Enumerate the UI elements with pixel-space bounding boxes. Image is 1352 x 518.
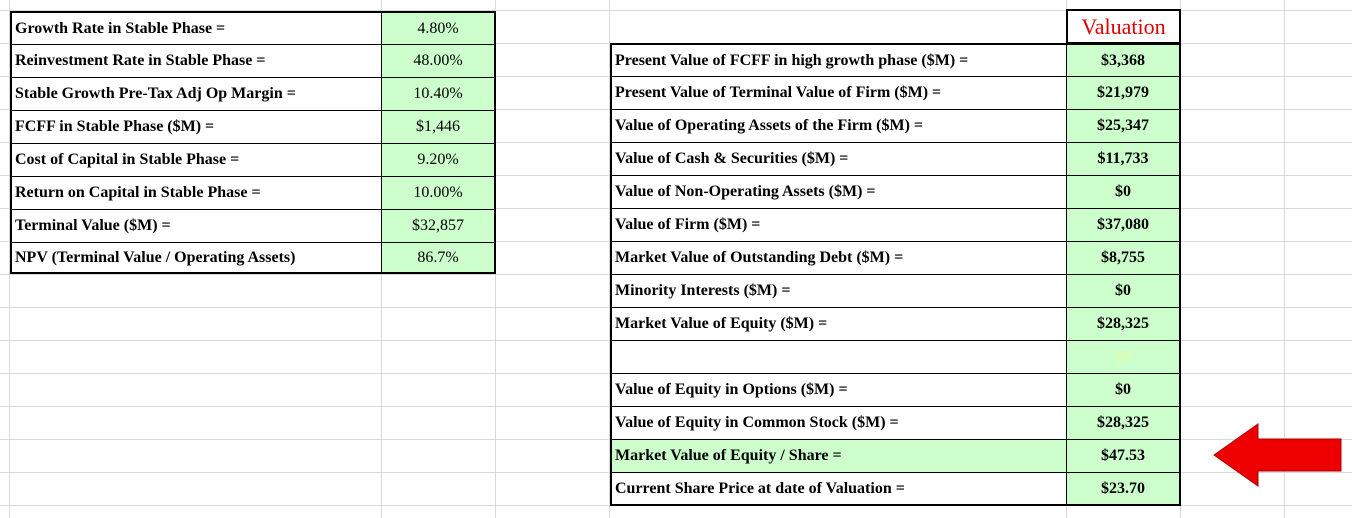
row-value[interactable]: $37,080: [1066, 208, 1181, 242]
row-value[interactable]: $8,755: [1066, 241, 1181, 275]
row-label[interactable]: Present Value of Terminal Value of Firm …: [610, 76, 1067, 110]
row-label[interactable]: Return on Capital in Stable Phase =: [10, 176, 382, 210]
row-label[interactable]: Present Value of FCFF in high growth pha…: [610, 43, 1067, 77]
row-label[interactable]: Value of Firm ($M) =: [610, 208, 1067, 242]
row-label[interactable]: Terminal Value ($M) =: [10, 209, 382, 243]
row-value[interactable]: $0: [1066, 373, 1181, 407]
row-value[interactable]: $0: [1066, 175, 1181, 209]
row-label[interactable]: Value of Equity in Options ($M) =: [610, 373, 1067, 407]
row-value[interactable]: 10.40%: [381, 77, 496, 111]
row-label[interactable]: Stable Growth Pre-Tax Adj Op Margin =: [10, 77, 382, 111]
row-value[interactable]: $21,979: [1066, 76, 1181, 110]
row-label[interactable]: Value of Equity in Common Stock ($M) =: [610, 406, 1067, 440]
row-label[interactable]: FCFF in Stable Phase ($M) =: [10, 110, 382, 144]
row-value[interactable]: $28,325: [1066, 307, 1181, 341]
row-label[interactable]: Growth Rate in Stable Phase =: [10, 11, 382, 45]
row-value[interactable]: $23.70: [1066, 472, 1181, 506]
row-value[interactable]: 9.20%: [381, 143, 496, 177]
empty-row-label[interactable]: [610, 340, 1067, 374]
row-value[interactable]: $0: [1066, 274, 1181, 308]
row-label[interactable]: Value of Cash & Securities ($M) =: [610, 142, 1067, 176]
row-label[interactable]: Minority Interests ($M) =: [610, 274, 1067, 308]
row-label[interactable]: Current Share Price at date of Valuation…: [610, 472, 1067, 506]
row-value[interactable]: 48.00%: [381, 44, 496, 78]
row-value[interactable]: $1,446: [381, 110, 496, 144]
row-label[interactable]: Market Value of Equity / Share =: [610, 439, 1067, 473]
row-value[interactable]: $11,733: [1066, 142, 1181, 176]
row-value[interactable]: $0: [1066, 340, 1181, 374]
gridline: [9, 0, 10, 518]
row-value[interactable]: 10.00%: [381, 176, 496, 210]
row-label[interactable]: Market Value of Equity ($M) =: [610, 307, 1067, 341]
row-label[interactable]: Market Value of Outstanding Debt ($M) =: [610, 241, 1067, 275]
row-label[interactable]: Value of Non-Operating Assets ($M) =: [610, 175, 1067, 209]
row-label[interactable]: Reinvestment Rate in Stable Phase =: [10, 44, 382, 78]
row-label[interactable]: Cost of Capital in Stable Phase =: [10, 143, 382, 177]
gridline: [1284, 0, 1285, 518]
row-value[interactable]: $47.53: [1066, 439, 1181, 473]
row-label[interactable]: NPV (Terminal Value / Operating Assets): [10, 242, 382, 274]
gridline: [609, 0, 610, 518]
row-label[interactable]: Value of Operating Assets of the Firm ($…: [610, 109, 1067, 143]
row-value[interactable]: $28,325: [1066, 406, 1181, 440]
left-arrow-icon: [1213, 423, 1342, 487]
gridline: [0, 10, 1352, 11]
row-value[interactable]: $25,347: [1066, 109, 1181, 143]
row-value[interactable]: $3,368: [1066, 43, 1181, 77]
row-value[interactable]: 86.7%: [381, 242, 496, 274]
row-value[interactable]: $32,857: [381, 209, 496, 243]
valuation-header[interactable]: Valuation: [1066, 9, 1181, 44]
row-value[interactable]: 4.80%: [381, 11, 496, 45]
